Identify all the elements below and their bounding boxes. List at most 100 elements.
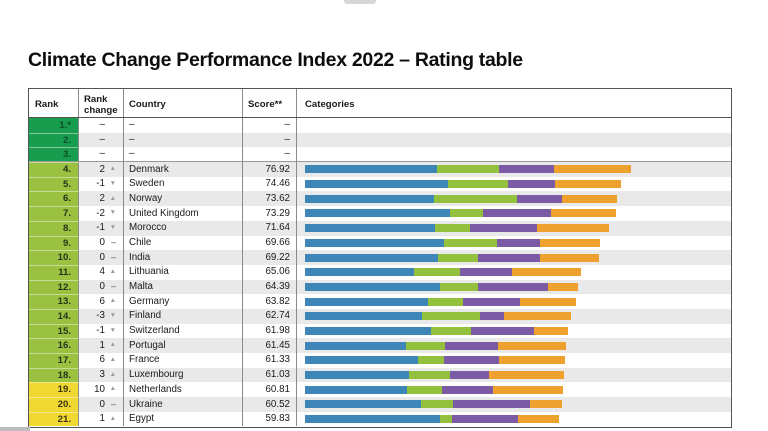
categories-cell	[297, 338, 731, 353]
table-row: 3. – – –	[29, 147, 731, 163]
score-cell: –	[243, 147, 297, 162]
score-cell: 61.98	[243, 323, 297, 339]
table-row: 8. -1 ▼ Morocco 71.64	[29, 220, 731, 236]
bar-segment-green	[418, 356, 445, 365]
bar-segment-purple	[444, 356, 499, 365]
rank-cell: 7.	[29, 206, 79, 221]
bar-segment-blue	[305, 224, 436, 233]
category-bar	[305, 180, 621, 189]
score-cell: 65.06	[243, 264, 297, 280]
category-bar-track	[305, 224, 729, 233]
bar-segment-green	[427, 297, 463, 306]
up-arrow-icon: ▲	[109, 356, 116, 364]
rank-cell: 5.	[29, 176, 79, 192]
bar-segment-orange	[555, 180, 621, 189]
category-bar	[305, 224, 609, 233]
bar-segment-purple	[496, 238, 540, 247]
rank-change-cell: -1 ▼	[79, 176, 124, 192]
rank-cell: 9.	[29, 235, 79, 251]
rank-change-cell: 1 ▲	[79, 338, 124, 353]
category-bar	[305, 209, 616, 218]
bar-segment-green	[438, 253, 479, 262]
rank-cell: 13.	[29, 294, 79, 309]
table-row: 18. 3 ▲ Luxembourg 61.03	[29, 367, 731, 383]
table-row: 16. 1 ▲ Portugal 61.45	[29, 338, 731, 353]
rank-cell: 6.	[29, 191, 79, 207]
score-cell: 73.29	[243, 206, 297, 221]
rank-change-cell: 3 ▲	[79, 367, 124, 383]
country-cell: Lithuania	[124, 264, 243, 280]
bar-segment-purple	[442, 385, 493, 394]
categories-cell	[297, 250, 731, 265]
table-row: 5. -1 ▼ Sweden 74.46	[29, 176, 731, 192]
bar-segment-blue	[305, 209, 450, 218]
rank-change-cell: 4 ▲	[79, 264, 124, 280]
bar-segment-purple	[478, 253, 540, 262]
rank-change-value: 6	[99, 354, 105, 366]
bar-segment-blue	[305, 415, 440, 424]
country-cell: Chile	[124, 235, 243, 251]
category-bar	[305, 238, 601, 247]
rank-change-value: 2	[99, 163, 105, 175]
no-change-icon: –	[110, 398, 116, 409]
table-row: 12. 0– Malta 64.39	[29, 279, 731, 295]
rank-cell: 11.	[29, 264, 79, 280]
table-body: 1.* – – –2. – – –3. – – –4. 2 ▲ Denmark 76.92 5. -1 ▼ Swe…	[29, 118, 731, 427]
category-bar	[305, 297, 576, 306]
categories-cell	[297, 412, 731, 427]
rank-change-cell: 2 ▲	[79, 162, 124, 177]
rank-change-value: 0	[99, 398, 105, 410]
rank-change-value: -1	[96, 178, 105, 190]
category-bar	[305, 341, 566, 350]
up-arrow-icon: ▲	[109, 297, 116, 305]
bar-segment-blue	[305, 326, 431, 335]
score-cell: 60.81	[243, 382, 297, 398]
category-bar-track	[305, 238, 729, 247]
up-arrow-icon: ▲	[109, 194, 116, 202]
rank-change-value: 2	[99, 192, 105, 204]
bar-segment-green	[420, 400, 453, 409]
bar-segment-blue	[305, 268, 414, 277]
country-cell: Morocco	[124, 220, 243, 236]
table-row: 10. 0– India 69.22	[29, 250, 731, 265]
bar-segment-blue	[305, 297, 428, 306]
rank-change-value: -3	[96, 310, 105, 322]
category-bar-track	[305, 209, 729, 218]
table-row: 1.* – – –	[29, 118, 731, 133]
rank-change-value: 10	[94, 383, 105, 395]
bar-segment-orange	[520, 297, 576, 306]
bar-segment-blue	[305, 253, 439, 262]
categories-cell	[297, 353, 731, 368]
bar-segment-orange	[533, 326, 568, 335]
categories-cell	[297, 382, 731, 397]
rank-cell: 4.	[29, 162, 79, 177]
bar-segment-blue	[305, 371, 409, 380]
categories-cell	[297, 220, 731, 236]
rank-change-value: –	[99, 119, 105, 131]
rank-cell: 17.	[29, 353, 79, 368]
rank-change-cell: -1 ▼	[79, 220, 124, 236]
categories-cell	[297, 118, 731, 133]
categories-cell	[297, 367, 731, 383]
score-cell: 59.83	[243, 411, 297, 427]
rank-change-value: 6	[99, 295, 105, 307]
bar-segment-orange	[488, 371, 564, 380]
bar-segment-blue	[305, 180, 449, 189]
category-bar	[305, 253, 599, 262]
table-row: 2. – – –	[29, 132, 731, 148]
bar-segment-blue	[305, 165, 438, 174]
table-row: 15. -1 ▼ Switzerland 61.98	[29, 323, 731, 339]
categories-cell	[297, 324, 731, 339]
category-bar-track	[305, 282, 729, 291]
categories-cell	[297, 397, 731, 412]
country-cell: Germany	[124, 294, 243, 309]
bottom-edge-artifact	[0, 427, 30, 431]
bar-segment-orange	[512, 268, 581, 277]
category-bar-track	[305, 371, 729, 380]
rank-change-cell: –	[79, 118, 124, 133]
bar-segment-purple	[478, 282, 548, 291]
categories-cell	[297, 191, 731, 207]
rank-change-value: –	[99, 148, 105, 160]
bar-segment-blue	[305, 282, 440, 291]
bar-segment-purple	[460, 268, 513, 277]
